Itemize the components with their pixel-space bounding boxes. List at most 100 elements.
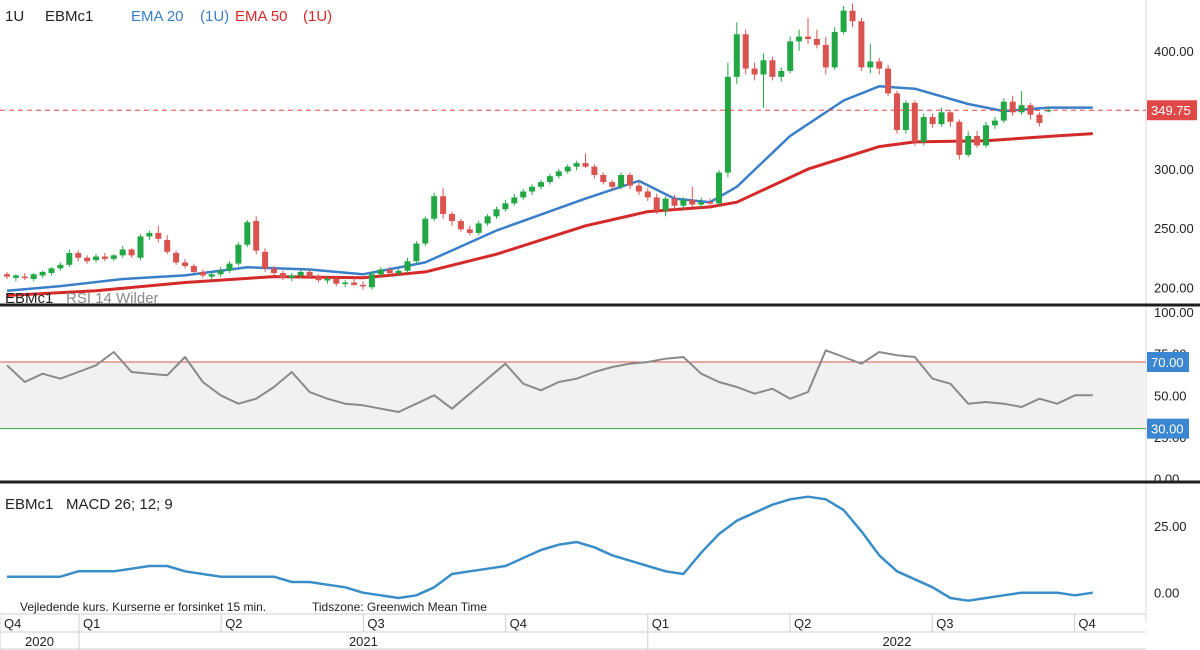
candle[interactable] (1009, 95, 1016, 116)
candle[interactable] (822, 36, 829, 75)
symbol-label[interactable]: EBMc1 (45, 8, 93, 25)
candle[interactable] (48, 267, 55, 276)
candle[interactable] (991, 117, 998, 129)
candle[interactable] (93, 254, 99, 263)
candle[interactable] (947, 109, 954, 127)
candle[interactable] (529, 184, 536, 196)
candle[interactable] (902, 100, 909, 134)
year-label[interactable]: 2021 (349, 634, 378, 649)
candle[interactable] (235, 242, 242, 266)
candle[interactable] (831, 27, 838, 70)
quarter-label[interactable]: Q4 (4, 616, 21, 631)
candle[interactable] (12, 274, 19, 282)
quarter-label[interactable]: Q1 (83, 616, 100, 631)
candle[interactable] (306, 269, 313, 279)
candle[interactable] (66, 249, 73, 268)
candle[interactable] (30, 273, 37, 282)
time-axis[interactable]: Q4 Q1 Q2 Q3 Q4 Q1 Q2 Q3 Q4 2020 2021 2022 (0, 614, 1096, 650)
ema50-legend-label[interactable]: EMA 50 (235, 8, 288, 25)
candle[interactable] (137, 234, 144, 261)
candle[interactable] (742, 29, 749, 75)
candle[interactable] (885, 65, 892, 96)
candle[interactable] (858, 17, 865, 71)
candle[interactable] (173, 250, 180, 265)
candle[interactable] (333, 276, 340, 287)
candle[interactable] (644, 187, 651, 201)
macd-legend[interactable]: EBMc1 MACD 26; 12; 9 (5, 496, 173, 513)
candle[interactable] (876, 57, 883, 75)
candle[interactable] (894, 91, 900, 134)
candle[interactable] (164, 235, 171, 255)
quarter-label[interactable]: Q2 (225, 616, 242, 631)
candle[interactable] (262, 248, 269, 272)
candle[interactable] (217, 267, 224, 277)
ema20-legend-label[interactable]: EMA 20 (131, 8, 184, 25)
candle[interactable] (538, 179, 544, 190)
year-label[interactable]: 2022 (882, 634, 911, 649)
candle[interactable] (297, 269, 304, 278)
candle[interactable] (377, 267, 384, 277)
candle[interactable] (279, 270, 286, 281)
candle[interactable] (662, 196, 669, 217)
interval-label[interactable]: 1U (5, 8, 24, 25)
candle[interactable] (128, 248, 135, 258)
candle[interactable] (315, 274, 322, 283)
candle[interactable] (21, 273, 28, 281)
candle[interactable] (965, 131, 972, 158)
candle[interactable] (635, 182, 642, 196)
candle[interactable] (929, 113, 936, 128)
candle[interactable] (84, 255, 91, 264)
candle[interactable] (911, 100, 918, 146)
candle[interactable] (39, 270, 46, 278)
candle[interactable] (867, 43, 874, 74)
candle[interactable] (813, 29, 820, 49)
candle[interactable] (920, 113, 927, 146)
price-legend[interactable]: 1U EBMc1 EMA 20 (1U) EMA 50 (1U) (5, 8, 332, 25)
candle[interactable] (724, 62, 731, 178)
candle[interactable] (146, 230, 153, 240)
candle[interactable] (422, 216, 429, 246)
candle[interactable] (689, 186, 696, 207)
candle[interactable] (253, 216, 260, 255)
candle[interactable] (716, 170, 722, 206)
candle[interactable] (226, 261, 233, 274)
candle[interactable] (787, 36, 794, 74)
candle[interactable] (956, 119, 963, 160)
candle[interactable] (368, 271, 375, 290)
quarter-label[interactable]: Q2 (794, 616, 811, 631)
candle[interactable] (386, 267, 393, 276)
candle[interactable] (288, 273, 295, 282)
candle[interactable] (493, 206, 500, 219)
candle[interactable] (75, 250, 82, 262)
candle[interactable] (101, 252, 108, 262)
quarter-label[interactable]: Q4 (510, 616, 527, 631)
candle[interactable] (155, 225, 162, 243)
candle[interactable] (4, 271, 10, 279)
candle[interactable] (520, 189, 527, 200)
macd-panel[interactable]: 25.00 0.00 EBMc1 MACD 26; 12; 9 Vejledend… (5, 495, 1187, 614)
candle[interactable] (778, 67, 785, 82)
candle[interactable] (182, 258, 188, 269)
candle[interactable] (671, 195, 678, 211)
rsi-legend-indicator[interactable]: RSI 14 Wilder (66, 290, 159, 307)
quarter-label[interactable]: Q3 (936, 616, 953, 631)
quarter-label[interactable]: Q1 (652, 616, 669, 631)
candle[interactable] (546, 173, 553, 185)
candle[interactable] (805, 17, 811, 44)
candle[interactable] (440, 187, 447, 219)
candle[interactable] (751, 62, 758, 81)
candle[interactable] (457, 218, 464, 232)
candle[interactable] (573, 160, 580, 171)
candle[interactable] (653, 193, 660, 214)
candle[interactable] (1036, 112, 1043, 127)
candle[interactable] (413, 241, 420, 264)
candlestick-series[interactable] (4, 3, 1052, 290)
candle[interactable] (938, 107, 945, 127)
candle[interactable] (849, 3, 856, 28)
candle[interactable] (1027, 102, 1034, 120)
candle[interactable] (733, 22, 740, 84)
candle[interactable] (484, 213, 491, 226)
candle[interactable] (1018, 91, 1025, 115)
candle[interactable] (582, 153, 589, 168)
